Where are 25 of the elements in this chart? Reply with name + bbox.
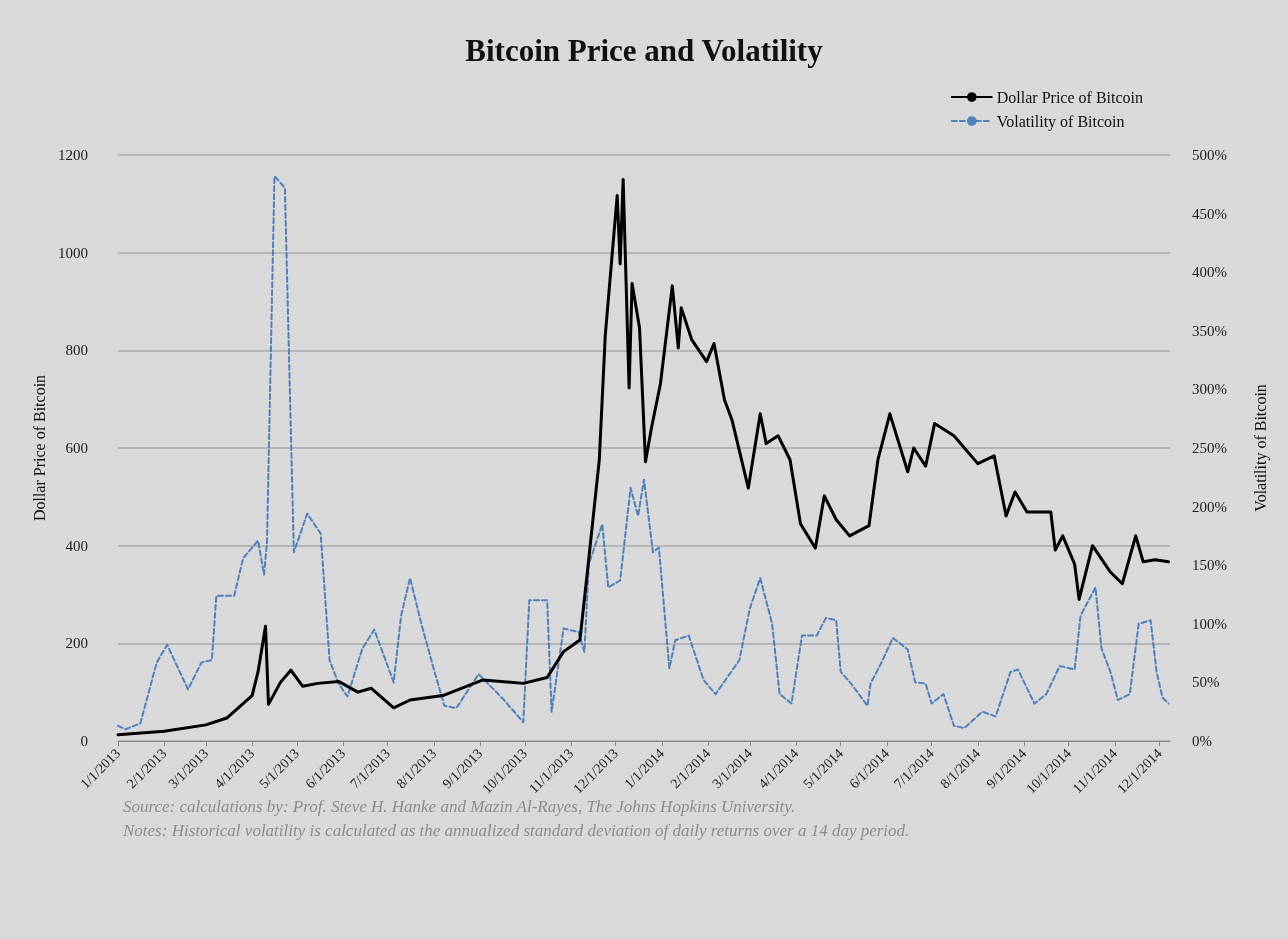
y2-tick-label: 500% xyxy=(1192,147,1227,163)
y2-tick-label: 300% xyxy=(1192,381,1227,398)
y2-tick-label: 150% xyxy=(1192,557,1227,574)
y-tick-label: 400 xyxy=(65,537,88,554)
text: Notes: Historical volatility is calculated as the annualized standard deviation of daily returns over a 14 day period. xyxy=(122,821,910,840)
y2-tick-label: 100% xyxy=(1192,615,1227,632)
y2-axis-title: Volatility of Bitcoin xyxy=(1251,384,1270,512)
y2-tick-label: 400% xyxy=(1192,264,1227,281)
source-note: Source: calculations by: Prof. Steve H. Hanke and Mazin Al-Rayes, The Johns Hopkins University. xyxy=(123,797,796,816)
legend-label: Volatility of Bitcoin xyxy=(996,112,1125,131)
y2-tick-label: 350% xyxy=(1192,322,1227,339)
y2-tick-label: 250% xyxy=(1192,440,1227,456)
legend-label: Dollar Price of Bitcoin xyxy=(996,88,1143,106)
y-axis-title: Dollar Price of Bitcoin xyxy=(30,374,48,522)
y-tick-label: 600 xyxy=(65,440,88,456)
y-tick-label: 800 xyxy=(65,342,88,359)
y-tick-label: 1200 xyxy=(58,147,88,163)
y-tick-label: 200 xyxy=(65,635,88,652)
y2-tick-label: 0% xyxy=(1192,733,1212,749)
y2-tick-label: 450% xyxy=(1192,205,1227,222)
y-tick-label: 0 xyxy=(80,733,88,749)
y2-tick-label: 50% xyxy=(1192,674,1220,691)
y-tick-label: 1000 xyxy=(58,244,88,261)
y2-tick-label: 200% xyxy=(1192,498,1227,515)
chart-title: Bitcoin Price and Volatility xyxy=(465,33,824,68)
